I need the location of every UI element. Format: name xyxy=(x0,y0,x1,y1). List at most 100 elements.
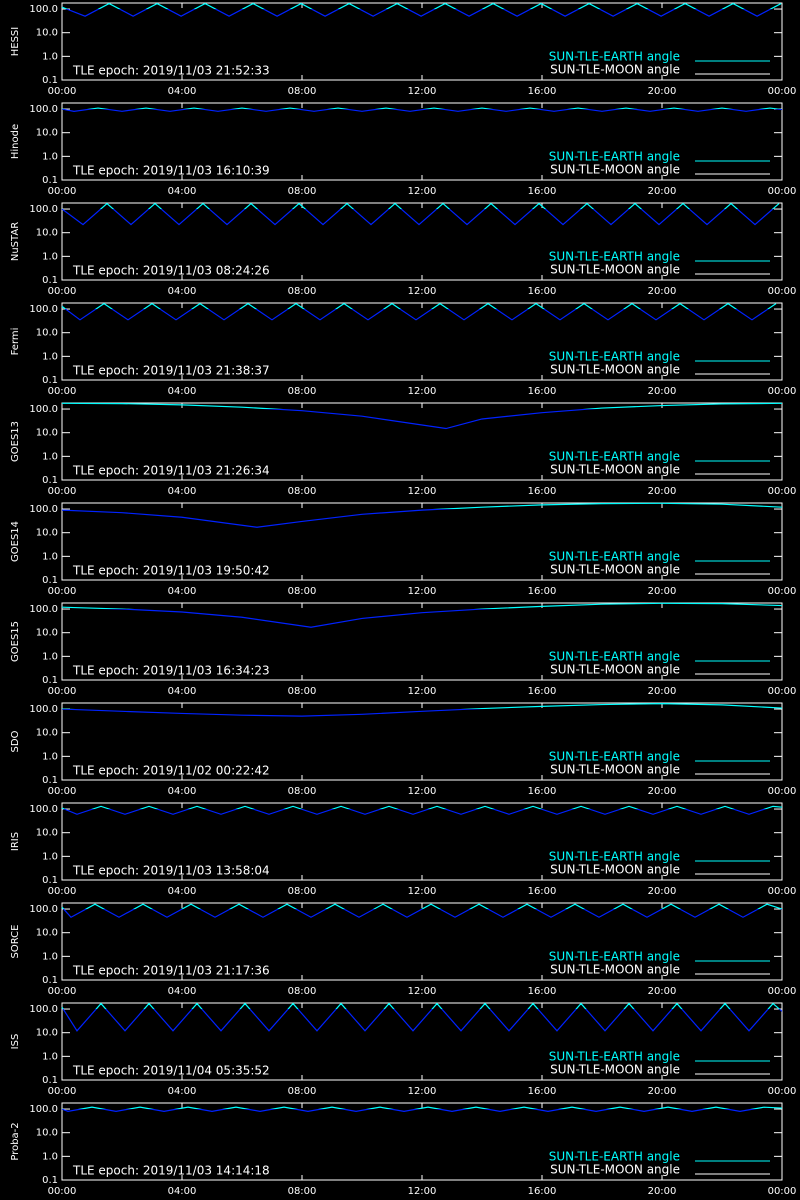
y-tick-label: 100.0 xyxy=(29,704,58,715)
panel: 0.1 1.0 10.0 100.0 00:00 04:00 08:00 12:00 16:00… xyxy=(10,202,797,297)
legend-label: SUN-TLE-EARTH angle xyxy=(549,1050,680,1064)
y-axis-label: SORCE xyxy=(10,925,21,959)
x-tick-label: 20:00 xyxy=(648,786,677,797)
x-tick-label: 12:00 xyxy=(408,586,437,597)
legend-label: SUN-TLE-MOON angle xyxy=(550,63,680,77)
x-tick-label: 04:00 xyxy=(168,486,197,497)
y-tick-label: 1.0 xyxy=(42,351,58,362)
legend-label: SUN-TLE-EARTH angle xyxy=(549,950,680,964)
x-tick-label: 00:00 xyxy=(48,86,77,97)
legend-label: SUN-TLE-MOON angle xyxy=(550,563,680,577)
legend-label: SUN-TLE-MOON angle xyxy=(550,363,680,377)
y-tick-label: 1.0 xyxy=(42,951,58,962)
y-tick-label: 100.0 xyxy=(29,604,58,615)
panel: 0.1 1.0 10.0 100.0 00:00 04:00 08:00 12:00 16:00… xyxy=(10,502,796,597)
y-tick-label: 0.1 xyxy=(42,475,58,486)
series-line xyxy=(61,805,783,815)
panel: 0.1 1.0 10.0 100.0 00:00 04:00 08:00 12:00 16:00… xyxy=(10,402,796,497)
x-tick-label: 16:00 xyxy=(528,586,557,597)
annotation: TLE epoch: 2019/11/03 08:24:26 xyxy=(72,264,270,278)
x-tick-label: 12:00 xyxy=(408,1086,437,1097)
x-tick-label: 08:00 xyxy=(288,1086,317,1097)
x-tick-label: 20:00 xyxy=(648,886,677,897)
x-tick-label: 00:00 xyxy=(48,1186,77,1197)
x-tick-label: 16:00 xyxy=(528,686,557,697)
legend-label: SUN-TLE-MOON angle xyxy=(550,163,680,177)
x-tick-label: 20:00 xyxy=(648,1086,677,1097)
x-tick-label: 20:00 xyxy=(648,986,677,997)
x-tick-label: 08:00 xyxy=(288,1186,317,1197)
x-tick-label: 08:00 xyxy=(288,286,317,297)
series-line xyxy=(61,1106,783,1112)
y-tick-label: 10.0 xyxy=(36,28,58,39)
legend-label: SUN-TLE-MOON angle xyxy=(550,263,680,277)
x-tick-label: 04:00 xyxy=(168,186,197,197)
x-tick-label: 04:00 xyxy=(168,886,197,897)
x-tick-label: 00:00 xyxy=(48,986,77,997)
x-tick-label: 16:00 xyxy=(528,286,557,297)
x-tick-label: 20:00 xyxy=(648,486,677,497)
x-tick-label: 16:00 xyxy=(528,886,557,897)
y-tick-label: 1.0 xyxy=(42,551,58,562)
y-axis-label: IRIS xyxy=(10,832,21,851)
x-tick-label: 20:00 xyxy=(648,86,677,97)
y-tick-label: 1.0 xyxy=(42,251,58,262)
x-tick-label: 00:00 xyxy=(768,186,797,197)
y-tick-label: 10.0 xyxy=(36,828,58,839)
y-tick-label: 1.0 xyxy=(42,51,58,62)
x-tick-label: 16:00 xyxy=(528,1086,557,1097)
y-tick-label: 10.0 xyxy=(36,728,58,739)
x-tick-label: 04:00 xyxy=(168,686,197,697)
y-tick-label: 1.0 xyxy=(42,651,58,662)
legend-label: SUN-TLE-EARTH angle xyxy=(549,850,680,864)
y-tick-label: 0.1 xyxy=(42,975,58,986)
x-tick-label: 20:00 xyxy=(648,186,677,197)
y-tick-label: 1.0 xyxy=(42,151,58,162)
x-tick-label: 12:00 xyxy=(408,86,437,97)
x-tick-label: 16:00 xyxy=(528,86,557,97)
annotation: TLE epoch: 2019/11/03 16:10:39 xyxy=(72,164,270,178)
series-line xyxy=(61,107,783,112)
y-tick-label: 0.1 xyxy=(42,575,58,586)
y-axis-label: GOES13 xyxy=(10,421,21,462)
y-tick-label: 0.1 xyxy=(42,1075,58,1086)
y-tick-label: 100.0 xyxy=(29,1004,58,1015)
x-tick-label: 04:00 xyxy=(168,286,197,297)
x-tick-label: 12:00 xyxy=(408,986,437,997)
series-line xyxy=(61,302,777,321)
series-line xyxy=(61,1002,783,1032)
x-tick-label: 00:00 xyxy=(768,286,797,297)
y-tick-label: 10.0 xyxy=(36,1028,58,1039)
panel: 0.1 1.0 10.0 100.0 00:00 04:00 08:00 12:00 16:00… xyxy=(10,802,796,897)
y-tick-label: 1.0 xyxy=(42,751,58,762)
legend-label: SUN-TLE-EARTH angle xyxy=(549,1150,680,1164)
panel: 0.1 1.0 10.0 100.0 00:00 04:00 08:00 12:00 16:00… xyxy=(10,1002,796,1097)
x-tick-label: 08:00 xyxy=(288,386,317,397)
y-tick-label: 100.0 xyxy=(29,1104,58,1115)
y-axis-label: SDO xyxy=(10,730,21,752)
series-line xyxy=(61,502,783,528)
x-tick-label: 08:00 xyxy=(288,486,317,497)
x-tick-label: 16:00 xyxy=(528,186,557,197)
y-tick-label: 100.0 xyxy=(29,104,58,115)
y-axis-label: Proba-2 xyxy=(10,1122,21,1160)
y-tick-label: 1.0 xyxy=(42,1151,58,1162)
y-tick-label: 100.0 xyxy=(29,804,58,815)
x-tick-label: 12:00 xyxy=(408,386,437,397)
y-tick-label: 100.0 xyxy=(29,404,58,415)
panel: 0.1 1.0 10.0 100.0 00:00 04:00 08:00 12:00 16:00… xyxy=(10,702,796,797)
y-axis-label: ISS xyxy=(10,1034,21,1050)
annotation: TLE epoch: 2019/11/03 14:14:18 xyxy=(72,1164,270,1178)
panel: 0.1 1.0 10.0 100.0 00:00 04:00 08:00 12:00 16:00… xyxy=(10,602,796,697)
x-tick-label: 12:00 xyxy=(408,286,437,297)
annotation: TLE epoch: 2019/11/03 21:26:34 xyxy=(72,464,270,478)
legend-label: SUN-TLE-EARTH angle xyxy=(549,150,680,164)
y-tick-label: 0.1 xyxy=(42,675,58,686)
y-tick-label: 1.0 xyxy=(42,1051,58,1062)
x-tick-label: 00:00 xyxy=(48,486,77,497)
x-tick-label: 08:00 xyxy=(288,686,317,697)
series-line xyxy=(61,2,782,17)
y-tick-label: 10.0 xyxy=(36,528,58,539)
series-line xyxy=(61,702,783,717)
annotation: TLE epoch: 2019/11/03 21:38:37 xyxy=(72,364,270,378)
